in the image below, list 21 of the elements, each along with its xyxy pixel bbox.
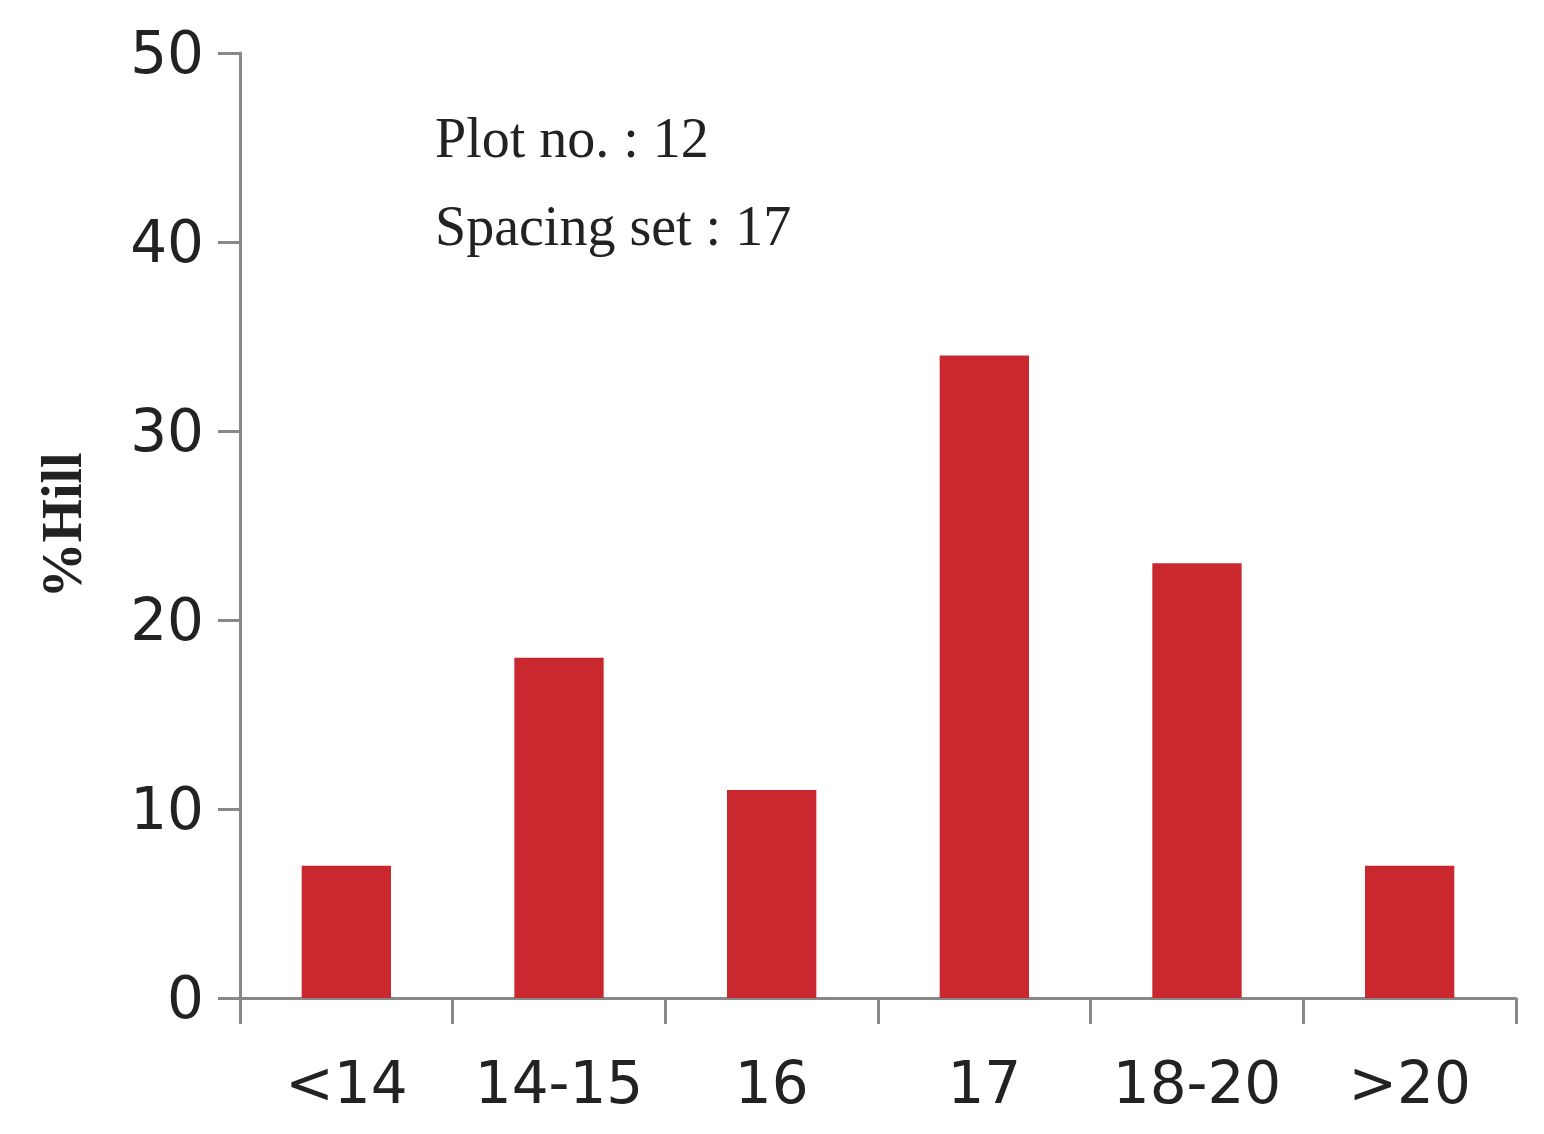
- y-tick-label: 50: [130, 19, 204, 87]
- bar: [1365, 865, 1455, 998]
- x-tick-label: 17: [947, 1049, 1022, 1117]
- x-tick-label: 16: [734, 1049, 809, 1117]
- annotation: Plot no. : 12: [435, 107, 709, 169]
- bar: [301, 865, 391, 998]
- x-tick-label: <14: [285, 1049, 408, 1117]
- bar: [727, 790, 817, 998]
- annotation: Spacing set : 17: [435, 195, 792, 257]
- x-tick-label: 18-20: [1112, 1049, 1282, 1117]
- bar: [1152, 563, 1242, 998]
- y-tick-label: 0: [167, 964, 204, 1032]
- bar: [514, 657, 604, 998]
- y-tick-label: 40: [130, 208, 204, 276]
- x-tick-label: 14-15: [474, 1049, 644, 1117]
- y-axis-title: %Hill: [31, 452, 93, 599]
- bar: [939, 355, 1029, 998]
- y-tick-label: 30: [130, 397, 204, 465]
- x-tick-label: >20: [1348, 1049, 1471, 1117]
- y-tick-label: 20: [130, 586, 204, 654]
- y-tick-label: 10: [130, 775, 204, 843]
